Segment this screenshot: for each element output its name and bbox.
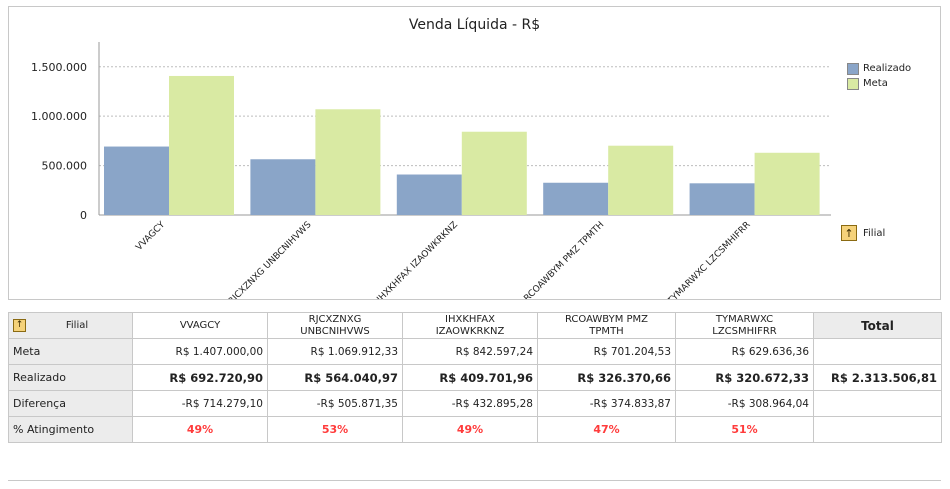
row-label: % Atingimento [8,416,133,443]
bar-realizado [104,146,169,215]
table-cell: 49% [402,416,538,443]
table-cell: R$ 1.407.000,00 [132,338,268,365]
table-cell: -R$ 714.279,10 [132,390,268,417]
table-cell: R$ 409.701,96 [402,364,538,391]
legend-label-meta: Meta [863,78,888,89]
table-cell: R$ 1.069.912,33 [267,338,403,365]
chart-legend: Realizado Meta [847,61,911,91]
bottom-divider [8,480,941,481]
legend-swatch-realizado [847,62,859,75]
table-row: Meta R$ 1.407.000,00 R$ 1.069.912,33 R$ 842… [8,338,942,365]
table-cell: R$ 629.636,36 [675,338,814,365]
table-cell: -R$ 505.871,35 [267,390,403,417]
total-cell: R$ 2.313.506,81 [813,364,942,391]
table-cell: R$ 564.040,97 [267,364,403,391]
table-cell: 47% [537,416,676,443]
column-header: TYMARWXC LZCSMHIFRR [675,312,814,339]
chart-panel: 0 500.000 1.000.000 1.500.000 VVAGCY RJCXZNXG… [8,6,941,300]
table-cell: 49% [132,416,268,443]
table-cell: 53% [267,416,403,443]
bar-realizado [689,183,755,215]
total-cell [813,390,942,417]
table-header-row: ↑ Filial VVAGCY RJCXZNXG UNBCNIHVWS IHXKH… [8,312,942,339]
data-table: ↑ Filial VVAGCY RJCXZNXG UNBCNIHVWS IHXKH… [8,312,942,443]
x-tick-label: IHXKHFAX IZAOWKRKNZ [375,220,460,299]
table-cell: R$ 842.597,24 [402,338,538,365]
legend-item-realizado: Realizado [847,61,911,76]
table-cell: R$ 692.720,90 [132,364,268,391]
data-table-panel: ↑ Filial VVAGCY RJCXZNXG UNBCNIHVWS IHXKH… [8,312,942,443]
table-row: Diferença -R$ 714.279,10 -R$ 505.871,35 -R$… [8,390,942,417]
y-tick-label: 1.000.000 [31,110,87,123]
x-tick-label: TYMARWXC LZCSMHIFRR [665,220,752,299]
table-cell: R$ 701.204,53 [537,338,676,365]
table-cell: R$ 320.672,33 [675,364,814,391]
column-header: RCOAWBYM PMZ TPMTH [537,312,676,339]
drill-up-icon[interactable]: ↑ [841,225,857,241]
filial-header[interactable]: ↑ Filial [8,312,133,339]
bar-meta [461,131,527,215]
bar-meta [169,75,234,215]
column-header: VVAGCY [132,312,268,339]
x-tick-label: VVAGCY [134,220,167,253]
y-tick-label: 0 [80,209,87,222]
x-tick-label: RJCXZNXG UNBCNIHVWS [227,220,314,299]
filial-header-label: Filial [65,319,89,331]
table-cell: -R$ 432.895,28 [402,390,538,417]
column-header: RJCXZNXG UNBCNIHVWS [267,312,403,339]
legend-item-meta: Meta [847,76,911,91]
bar-realizado [543,182,609,215]
total-cell [813,338,942,365]
filial-drill-label: Filial [863,227,886,239]
row-label: Diferença [8,390,133,417]
legend-swatch-meta [847,77,859,90]
table-cell: 51% [675,416,814,443]
row-label: Realizado [8,364,133,391]
legend-label-realizado: Realizado [863,63,912,74]
table-cell: -R$ 308.964,04 [675,390,814,417]
column-header: IHXKHFAX IZAOWKRKNZ [402,312,538,339]
x-tick-label: RCOAWBYM PMZ TPMTH [522,220,606,299]
bar-meta [315,109,381,215]
y-tick-label: 500.000 [42,160,88,173]
y-tick-label: 1.500.000 [31,61,87,74]
bar-meta [754,152,820,215]
chart-title: Venda Líquida - R$ [408,17,541,33]
bar-meta [608,145,674,215]
drill-up-icon[interactable]: ↑ [13,319,26,332]
table-cell: -R$ 374.833,87 [537,390,676,417]
total-header: Total [813,312,942,339]
bar-realizado [250,159,316,215]
table-cell: R$ 326.370,66 [537,364,676,391]
bar-realizado [396,174,462,215]
row-label: Meta [8,338,133,365]
total-cell [813,416,942,443]
filial-drill-control[interactable]: ↑ Filial [841,225,885,241]
bar-chart: 0 500.000 1.000.000 1.500.000 VVAGCY RJCXZNXG… [31,42,831,299]
table-row: Realizado R$ 692.720,90 R$ 564.040,97 R$ 40… [8,364,942,391]
table-row: % Atingimento 49% 53% 49% 47% 51% [8,416,942,443]
